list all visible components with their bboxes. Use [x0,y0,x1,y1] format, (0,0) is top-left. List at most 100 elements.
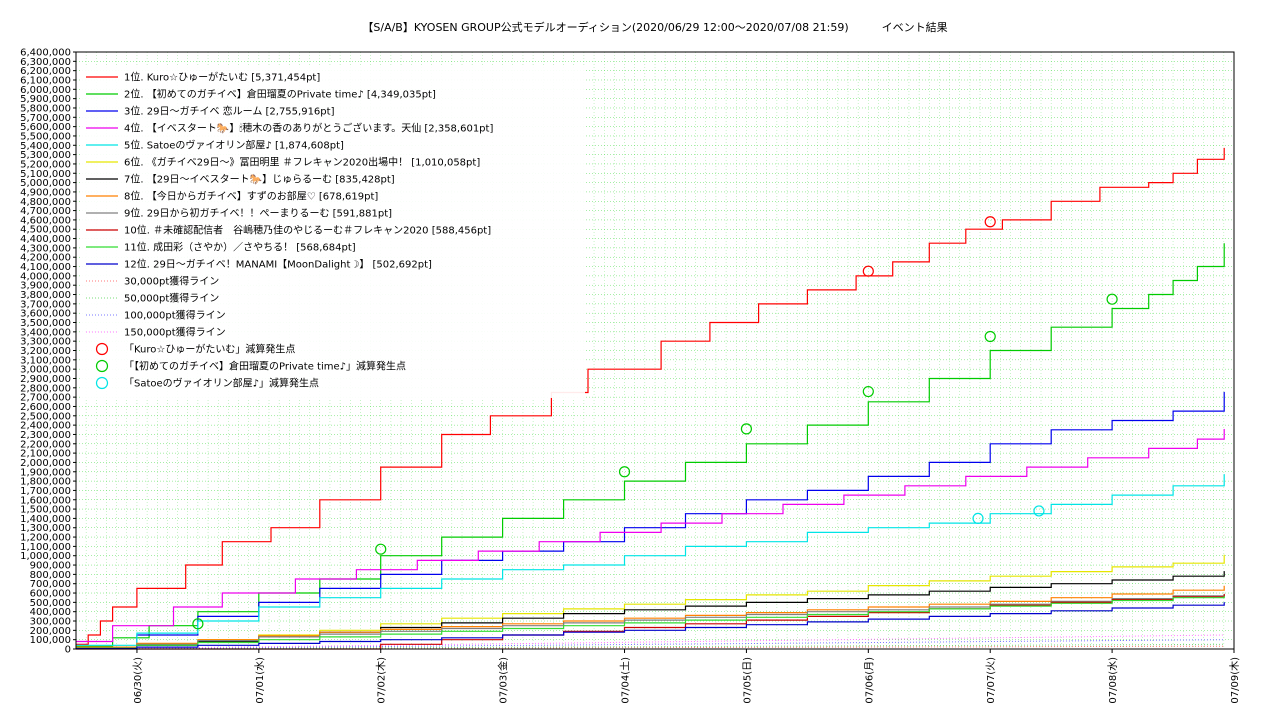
reduction-marker [740,423,753,435]
y-tick-label: 5,000,000 [20,178,71,189]
y-tick-label: 500,000 [30,598,71,609]
y-tick-label: 4,700,000 [20,206,71,217]
y-tick-label: 2,000,000 [20,458,71,469]
y-tick-label: 2,300,000 [20,430,71,441]
y-tick-label: 5,500,000 [20,131,71,142]
y-tick-label: 1,500,000 [20,505,71,516]
series-lines [76,147,1225,650]
y-tick-label: 3,400,000 [20,327,71,338]
y-tick-label: 200,000 [30,626,71,637]
legend-entry: 「Kuro☆ひゅーがたいむ」減算発生点 [124,343,295,356]
y-tick-label: 300,000 [30,617,71,628]
series-line [76,596,1225,649]
y-tick-label: 5,100,000 [20,169,71,180]
y-tick-label: 3,100,000 [20,355,71,366]
y-tick-label: 5,700,000 [20,113,71,124]
y-tick-label: 5,600,000 [20,122,71,133]
legend: 1位. Kuro☆ひゅーがたいむ [5,371,454pt] 2位. 【初めてのガ… [80,66,585,398]
y-tick-label: 4,300,000 [20,243,71,254]
y-tick-label: 1,600,000 [20,495,71,506]
legend-entry: 6位. 《ガチイベ29日～》冨田明里 ＃フレキャン2020出場中！ [1,010… [124,156,480,169]
y-tick-label: 2,900,000 [20,374,71,385]
series-line [76,429,1225,643]
series-line [76,147,1225,645]
legend-entry: 5位. Satoeのヴァイオリン部屋♪ [1,874,608pt] [124,139,344,152]
legend-entry: 3位. 29日～ガチイベ 恋ルーム [2,755,916pt] [124,105,335,118]
legend-background [80,66,585,398]
y-tick-label: 800,000 [30,570,71,581]
x-tick-label: 07/09(木) [1229,657,1241,704]
plot-frame [75,51,1235,650]
y-tick-label: 2,100,000 [20,449,71,460]
y-tick-label: 900,000 [30,561,71,572]
legend-entry: 「【初めてのガチイベ】倉田瑠夏のPrivate time♪」減算発生点 [124,360,406,373]
reduction-marker [862,385,874,398]
y-tick-label: 1,700,000 [20,486,71,497]
legend-entry: 4位. 【イベスタート🐎】🕯穂木の香のありがとうございます。天仙 [2,358,… [124,122,493,135]
y-tick-label: 3,500,000 [20,318,71,329]
series-line [76,554,1225,649]
legend-entry: 100,000pt獲得ライン [124,309,226,322]
y-tick-label: 1,200,000 [20,533,71,544]
y-tick-label: 6,400,000 [20,48,71,59]
y-tick-label: 0 [65,645,71,656]
reduction-marker [1106,293,1118,305]
reduction-marker [984,330,996,343]
legend-entry: 30,000pt獲得ライン [124,275,219,288]
legend-swatch [95,376,109,390]
reduction-marker [984,216,996,228]
y-tick-label: 2,400,000 [20,421,71,432]
x-tick-label: 07/03(金) [497,657,510,704]
chart-title: 【S/A/B】KYOSEN GROUP公式モデルオーディション(2020/06/… [362,20,947,34]
series-line [76,571,1225,649]
y-tick-label: 3,200,000 [20,346,71,357]
y-tick-label: 1,400,000 [20,514,71,525]
series-line [76,474,1225,646]
y-tick-label: 1,000,000 [20,551,71,562]
reduction-marker [972,512,984,525]
y-tick-label: 3,000,000 [20,365,71,376]
x-tick-label: 07/01(水) [254,657,266,704]
y-tick-label: 5,900,000 [20,94,71,105]
reduction-marker [192,618,204,630]
y-tick-label: 6,200,000 [20,66,71,77]
y-tick-label: 700,000 [30,579,71,590]
y-tick-label: 2,500,000 [20,411,71,422]
y-tick-label: 1,800,000 [20,477,71,488]
series-line [76,602,1225,650]
y-tick-label: 5,200,000 [20,159,71,170]
markers [192,216,1118,630]
y-tick-label: 6,300,000 [20,57,71,68]
legend-entry: 150,000pt獲得ライン [124,326,226,339]
reduction-marker [1033,505,1045,517]
y-tick-label: 1,300,000 [20,523,71,534]
y-tick-label: 4,500,000 [20,225,71,236]
y-tick-label: 3,600,000 [20,309,71,320]
series-line [76,391,1225,648]
legend-entry: 8位. 【今日からガチイベ】すずのお部屋♡ [678,619pt] [124,190,378,203]
x-tick-label: 07/06(月) [863,657,875,704]
legend-entry: 「Satoeのヴァイオリン部屋♪」減算発生点 [124,377,319,390]
legend-entry: 11位. 成田彩（さやか）／さやちる！ [568,684pt] [124,241,356,254]
reduction-marker [862,265,874,277]
y-tick-label: 4,900,000 [20,187,71,198]
x-tick-label: 07/05(日) [742,657,753,704]
axes: 0100,000200,000300,000400,000500,000600,… [20,48,1241,704]
legend-entry: 50,000pt獲得ライン [124,292,219,305]
y-tick-label: 600,000 [30,589,71,600]
y-tick-label: 4,800,000 [20,197,71,208]
x-tick-label: 06/30(火) [132,657,144,704]
legend-entry: 2位. 【初めてのガチイベ】倉田瑠夏のPrivate time♪ [4,349,… [124,88,436,101]
reduction-marker [375,543,387,555]
legend-swatch [95,342,109,356]
y-tick-label: 400,000 [30,607,71,618]
y-tick-label: 2,200,000 [20,439,71,450]
y-tick-label: 3,700,000 [20,299,71,310]
legend-entry: 12位. 29日～ガチイベ！MANAMI【MoonDalight☽】 [502,… [124,258,432,271]
y-tick-label: 4,600,000 [20,215,71,226]
legend-entry: 10位. ＃未確認配信者 谷嶋穂乃佳のやじるーむ＃フレキャン2020 [588,… [124,224,491,237]
y-tick-label: 2,800,000 [20,383,71,394]
y-tick-label: 6,100,000 [20,75,71,86]
